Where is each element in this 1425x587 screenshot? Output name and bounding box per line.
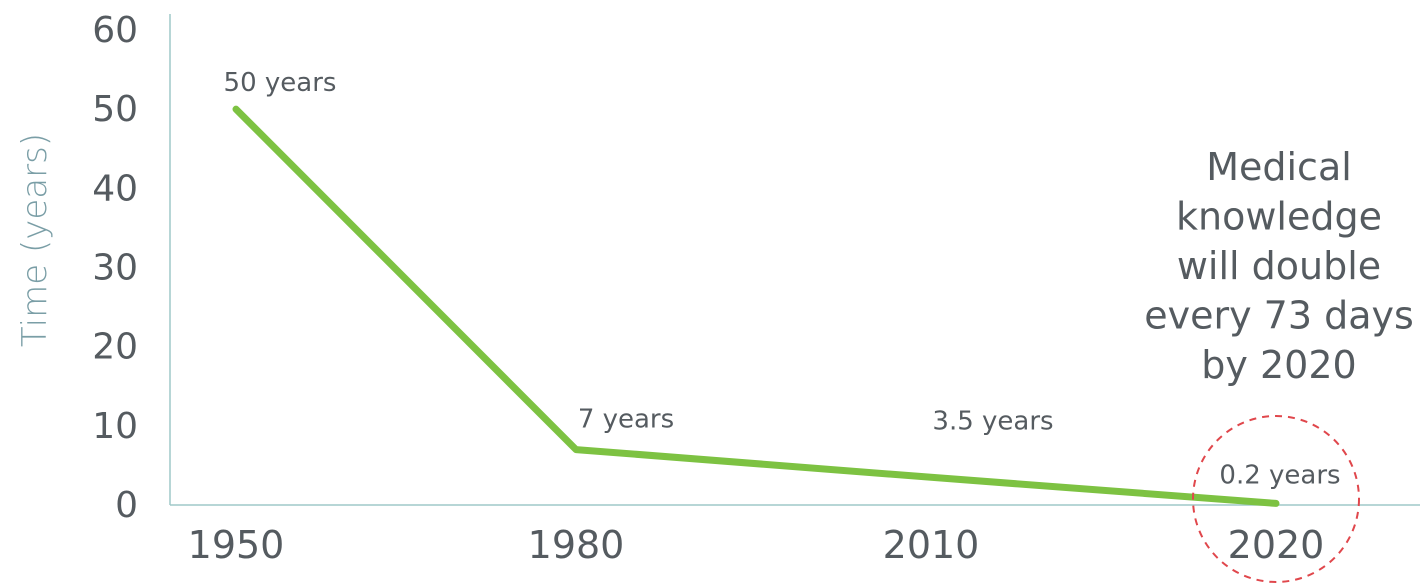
highlight-circle — [1192, 415, 1360, 583]
y-tick-labels: 0 10 20 30 40 50 60 — [92, 10, 138, 526]
y-tick-label: 0 — [115, 485, 138, 526]
y-tick-label: 40 — [92, 168, 138, 209]
annotation-line: knowledge — [1176, 195, 1382, 239]
x-tick-labels: 1950 1980 2010 2020 — [188, 523, 1325, 567]
y-tick-label: 20 — [92, 327, 138, 368]
y-axis-title: Time (years) — [15, 133, 55, 347]
annotation-line: by 2020 — [1201, 343, 1356, 387]
axes — [169, 14, 1420, 506]
y-tick-label: 50 — [92, 89, 138, 130]
data-label: 0.2 years — [1219, 460, 1340, 490]
y-tick-label: 10 — [92, 406, 138, 447]
y-tick-label: 30 — [92, 248, 138, 289]
x-tick-label: 2020 — [1228, 523, 1325, 567]
x-tick-label: 2010 — [883, 523, 980, 567]
series-line — [232, 105, 1280, 507]
annotation-line: every 73 days — [1144, 294, 1414, 338]
x-tick-label: 1950 — [188, 523, 285, 567]
y-tick-label: 60 — [92, 10, 138, 51]
x-tick-label: 1980 — [528, 523, 625, 567]
data-labels: 50 years 7 years 3.5 years 0.2 years — [224, 68, 1341, 490]
annotation-text: Medical knowledge will double every 73 days… — [1144, 145, 1414, 387]
data-label: 7 years — [578, 405, 674, 435]
data-label: 3.5 years — [932, 406, 1053, 436]
annotation-line: Medical — [1206, 145, 1352, 189]
data-label: 50 years — [224, 68, 337, 98]
series-group — [232, 105, 1280, 507]
annotation-line: will double — [1177, 244, 1381, 288]
